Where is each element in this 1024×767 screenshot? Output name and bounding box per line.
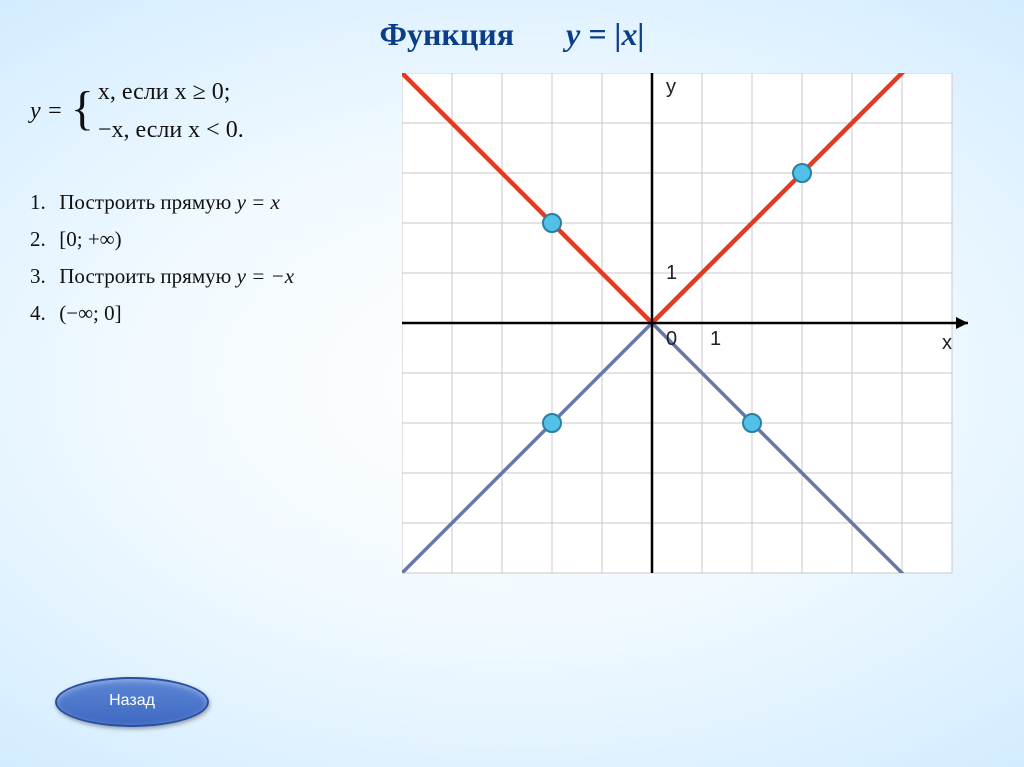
step-2: 2. [0; +∞) bbox=[30, 227, 390, 252]
svg-text:1: 1 bbox=[710, 328, 721, 350]
piecewise-case-2: −x, если x < 0. bbox=[98, 111, 244, 149]
svg-text:x: x bbox=[942, 332, 952, 354]
svg-text:1: 1 bbox=[666, 262, 677, 284]
brace-icon: { bbox=[71, 85, 94, 133]
title-equation: y = |x| bbox=[566, 16, 645, 52]
step-4: 4. (−∞; 0] bbox=[30, 301, 390, 326]
back-button-label: Назад bbox=[109, 692, 155, 709]
piecewise-case-1: x, если x ≥ 0; bbox=[98, 73, 244, 111]
step-3: 3. Построить прямую y = −x bbox=[30, 264, 390, 289]
step-1: 1. Построить прямую y = x bbox=[30, 190, 390, 215]
svg-text:y: y bbox=[666, 76, 676, 98]
back-button[interactable]: Назад bbox=[55, 677, 209, 727]
svg-text:0: 0 bbox=[666, 328, 677, 350]
abs-value-chart: 0 1 1 x y bbox=[402, 73, 982, 603]
piecewise-lhs: y = bbox=[30, 98, 63, 125]
piecewise-definition: y = { x, если x ≥ 0; −x, если x < 0. bbox=[30, 73, 390, 150]
page-title: Функция y = |x| bbox=[0, 0, 1024, 53]
title-word: Функция bbox=[379, 16, 514, 52]
